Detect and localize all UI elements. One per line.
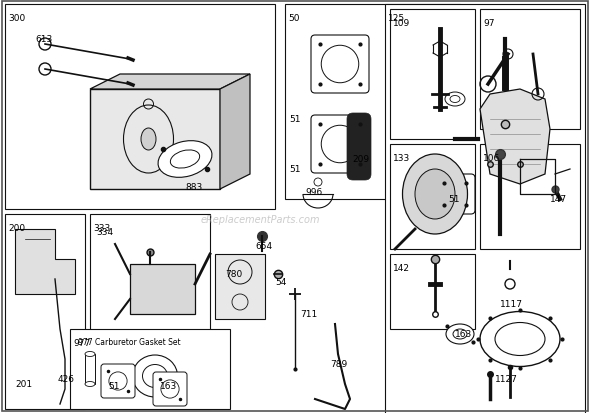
Text: 109: 109 (393, 19, 410, 28)
Bar (5, 214, 85, 409)
Text: 209: 209 (352, 154, 369, 164)
Ellipse shape (171, 151, 199, 169)
Text: 780: 780 (225, 269, 242, 278)
Ellipse shape (453, 329, 467, 339)
Text: 333: 333 (93, 223, 110, 233)
Text: 1117: 1117 (500, 299, 523, 308)
Text: 426: 426 (58, 374, 75, 383)
Text: 50: 50 (288, 14, 300, 23)
Text: 711: 711 (300, 309, 317, 318)
Ellipse shape (450, 96, 460, 103)
FancyBboxPatch shape (101, 364, 135, 398)
Bar (5, 5, 275, 209)
Text: 51: 51 (448, 195, 460, 204)
FancyBboxPatch shape (153, 372, 187, 406)
Text: 613: 613 (35, 35, 53, 44)
Text: 163: 163 (160, 381, 177, 390)
Text: 125: 125 (388, 14, 405, 23)
Bar (285, 5, 460, 199)
Ellipse shape (158, 141, 212, 178)
Text: 106: 106 (483, 154, 500, 163)
Ellipse shape (446, 324, 474, 344)
Text: 163: 163 (455, 329, 472, 338)
Text: 142: 142 (393, 263, 410, 272)
FancyBboxPatch shape (347, 114, 371, 180)
Text: 883: 883 (185, 183, 202, 192)
Ellipse shape (133, 355, 178, 397)
Bar (130, 264, 195, 314)
Bar (215, 254, 265, 319)
Bar (85, 354, 95, 384)
Text: 54: 54 (275, 277, 286, 286)
Text: 97: 97 (483, 19, 494, 28)
Text: 996: 996 (305, 188, 322, 197)
Polygon shape (15, 230, 75, 294)
Polygon shape (220, 75, 250, 190)
Ellipse shape (321, 46, 359, 83)
Ellipse shape (445, 93, 465, 107)
Text: 977: 977 (73, 338, 90, 347)
Text: 654: 654 (255, 242, 272, 250)
Ellipse shape (402, 154, 467, 235)
Polygon shape (90, 75, 250, 90)
FancyBboxPatch shape (311, 36, 369, 94)
Bar (390, 254, 475, 329)
Text: 334: 334 (96, 228, 113, 236)
Ellipse shape (143, 365, 168, 387)
Ellipse shape (85, 351, 95, 357)
Ellipse shape (443, 183, 467, 206)
FancyBboxPatch shape (435, 175, 475, 214)
Ellipse shape (480, 312, 560, 367)
Text: 1127: 1127 (495, 374, 518, 383)
Text: 201: 201 (15, 379, 32, 388)
Text: eReplacementParts.com: eReplacementParts.com (200, 214, 320, 224)
Ellipse shape (109, 372, 127, 390)
Text: 133: 133 (393, 154, 410, 163)
Bar (90, 90, 220, 190)
Text: 51: 51 (108, 381, 120, 390)
Ellipse shape (85, 382, 95, 387)
Text: 51: 51 (289, 115, 300, 124)
FancyBboxPatch shape (311, 116, 369, 173)
Text: 147: 147 (550, 195, 567, 204)
Text: 51: 51 (289, 165, 300, 173)
Text: 200: 200 (8, 223, 25, 233)
Ellipse shape (141, 129, 156, 151)
Ellipse shape (123, 106, 173, 173)
Bar (390, 145, 475, 249)
Text: 789: 789 (330, 359, 348, 368)
Ellipse shape (495, 323, 545, 356)
Text: 977 Carburetor Gasket Set: 977 Carburetor Gasket Set (78, 337, 181, 346)
Bar (480, 10, 580, 130)
Bar (385, 5, 585, 413)
Ellipse shape (415, 170, 455, 219)
Bar (480, 145, 580, 249)
Ellipse shape (321, 126, 359, 164)
Ellipse shape (161, 380, 179, 398)
Bar (70, 329, 230, 409)
Bar (390, 10, 475, 140)
Text: 300: 300 (8, 14, 25, 23)
Polygon shape (480, 90, 550, 185)
Bar (90, 214, 210, 409)
